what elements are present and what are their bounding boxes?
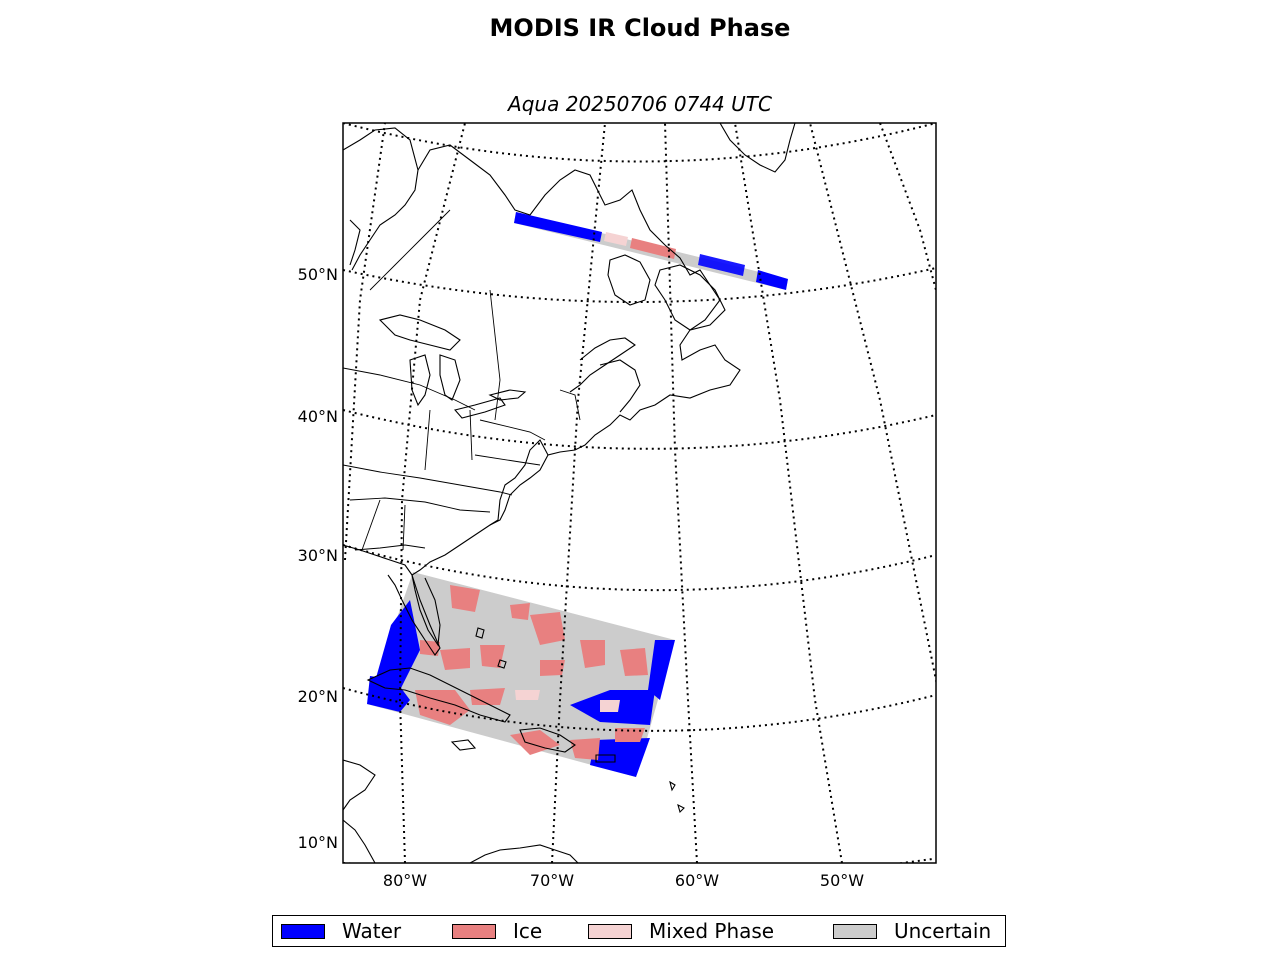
- legend-item-mixed-phase: Mixed Phase: [588, 919, 775, 943]
- figure-subtitle: Aqua 20250706 0744 UTC: [508, 92, 772, 116]
- map-area: [343, 123, 936, 863]
- legend-label-uncertain: Uncertain: [894, 919, 992, 943]
- legend-item-water: Water: [281, 919, 402, 943]
- legend-item-ice: Ice: [452, 919, 543, 943]
- meridians: [344, 123, 936, 863]
- legend-swatch-ice: [452, 923, 496, 939]
- north-swath: [514, 212, 788, 290]
- parallels: [343, 123, 936, 863]
- legend-item-uncertain: Uncertain: [833, 919, 992, 943]
- lat-label-20: 20°N: [298, 687, 338, 706]
- legend-label-ice: Ice: [513, 919, 543, 943]
- map-frame: [342, 122, 937, 864]
- legend-label-water: Water: [342, 919, 402, 943]
- borders: [343, 209, 581, 551]
- lat-label-40: 40°N: [298, 407, 338, 426]
- legend-swatch-mixed-phase: [588, 923, 632, 939]
- coastlines: [343, 123, 796, 863]
- legend-label-mixed-phase: Mixed Phase: [649, 919, 775, 943]
- legend: Water Ice Mixed Phase Uncertain: [272, 915, 1006, 947]
- lat-label-10: 10°N: [298, 833, 338, 852]
- figure-title: MODIS IR Cloud Phase: [489, 14, 791, 42]
- lon-label-50: 50°W: [820, 871, 864, 890]
- lat-label-50: 50°N: [298, 265, 338, 284]
- lat-label-30: 30°N: [298, 546, 338, 565]
- lon-label-80: 80°W: [383, 871, 427, 890]
- south-swath: [367, 572, 675, 777]
- legend-swatch-uncertain: [833, 923, 877, 939]
- lon-label-60: 60°W: [675, 871, 719, 890]
- legend-swatch-water: [281, 923, 325, 939]
- lon-label-70: 70°W: [530, 871, 574, 890]
